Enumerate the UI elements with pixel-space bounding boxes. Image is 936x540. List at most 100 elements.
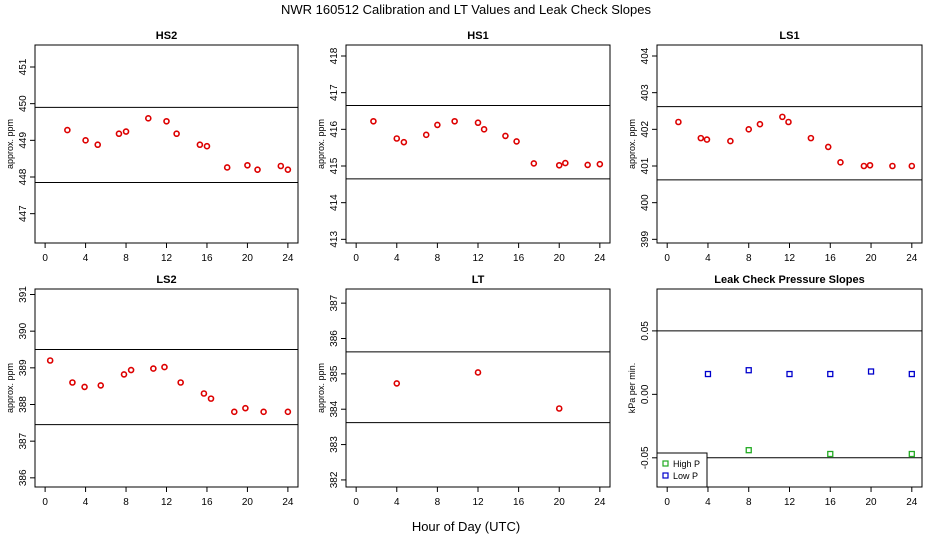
data-point-low-p <box>827 370 834 378</box>
x-tick-label: 24 <box>906 253 918 264</box>
data-point <box>144 115 152 122</box>
data-point <box>779 113 786 121</box>
chart-panel-lt: LT 0 4 8 12 16 20 24 382 383 384 385 386 387 approx. p… <box>316 274 611 508</box>
x-tick-label: 12 <box>472 497 484 508</box>
y-axis-label: approx. ppm <box>5 119 15 169</box>
y-axis-label: approx. ppm <box>316 363 326 413</box>
plot-frame <box>34 44 299 244</box>
data-point <box>284 166 292 173</box>
data-point-high-p <box>908 450 915 458</box>
data-point <box>697 134 705 142</box>
data-point <box>161 363 168 371</box>
data-point <box>474 369 482 376</box>
y-tick-label: 383 <box>329 436 340 453</box>
chart-panel-hs2: HS2 0 4 8 12 16 20 24 447 448 449 450 451 approx. ppm <box>5 30 299 264</box>
legend-marker <box>662 472 669 479</box>
y-tick-label: 402 <box>640 121 651 138</box>
x-tick-label: 4 <box>394 497 400 508</box>
x-tick-label: 12 <box>161 497 173 508</box>
x-tick-label: 8 <box>123 253 129 264</box>
y-tick-label: 400 <box>640 194 651 211</box>
data-point <box>889 162 896 170</box>
data-point <box>370 117 377 125</box>
data-point <box>64 126 71 134</box>
chart-panel-leak: Leak Check Pressure Slopes 0 4 8 12 16 20 24 -0.… <box>627 274 923 508</box>
data-point <box>756 120 764 128</box>
data-point <box>122 128 130 135</box>
y-tick-label: 415 <box>329 157 340 174</box>
y-tick-label: 404 <box>640 47 651 64</box>
data-point-low-p <box>786 370 793 378</box>
data-point <box>200 390 208 397</box>
chart-title: Leak Check Pressure Slopes <box>714 274 864 286</box>
chart-panel-ls1: LS1 0 4 8 12 16 20 24 399 400 401 402 403 404 approx. … <box>627 30 923 264</box>
x-tick-label: 4 <box>83 497 89 508</box>
data-point-low-p <box>745 367 752 374</box>
data-point <box>177 379 184 386</box>
data-point <box>127 366 135 374</box>
data-point <box>824 143 832 151</box>
y-tick-label: 0.00 <box>640 384 651 404</box>
y-tick-label: 388 <box>18 396 29 413</box>
data-point <box>596 160 604 168</box>
x-tick-label: 4 <box>705 253 711 264</box>
data-point <box>422 131 430 139</box>
data-point <box>555 405 563 412</box>
x-tick-label: 0 <box>42 253 48 264</box>
data-point <box>860 162 868 170</box>
data-point <box>837 159 844 166</box>
x-tick-label: 4 <box>705 497 711 508</box>
y-tick-label: 403 <box>640 84 651 101</box>
legend-box <box>656 452 708 488</box>
y-tick-label: 0.05 <box>640 321 651 341</box>
data-point <box>163 117 170 125</box>
chart-panel-hs1: HS1 0 4 8 12 16 20 24 413 414 415 416 417 418 approx. … <box>316 30 611 264</box>
data-point <box>230 408 238 416</box>
data-point-low-p <box>908 370 915 378</box>
data-point <box>173 130 180 138</box>
x-tick-label: 20 <box>865 253 877 264</box>
figure-title: NWR 160512 Calibration and LT Values and… <box>281 2 651 17</box>
y-tick-label: 447 <box>18 205 29 222</box>
x-tick-label: 20 <box>554 253 566 264</box>
data-point <box>223 164 231 171</box>
figure-x-axis-label: Hour of Day (UTC) <box>412 519 520 534</box>
chart-title: LT <box>472 274 485 286</box>
y-tick-label: 386 <box>329 330 340 347</box>
legend-label: High P <box>673 459 700 469</box>
y-axis-label: approx. ppm <box>5 363 15 413</box>
data-point <box>400 138 408 146</box>
data-point <box>196 141 204 149</box>
y-tick-label: 399 <box>640 231 651 248</box>
x-tick-label: 16 <box>513 497 525 508</box>
x-tick-label: 24 <box>282 253 294 264</box>
legend-label: Low P <box>673 471 698 481</box>
x-tick-label: 12 <box>784 497 796 508</box>
data-point <box>115 130 123 138</box>
x-tick-label: 8 <box>746 497 752 508</box>
y-tick-label: 385 <box>329 365 340 382</box>
x-tick-label: 24 <box>906 497 918 508</box>
y-tick-label: 389 <box>18 359 29 376</box>
y-tick-label: 449 <box>18 132 29 149</box>
chart-title: LS1 <box>779 30 799 42</box>
x-tick-label: 0 <box>664 253 670 264</box>
y-tick-label: 391 <box>18 286 29 303</box>
x-tick-label: 4 <box>83 253 89 264</box>
x-tick-label: 16 <box>825 497 837 508</box>
chart-title: LS2 <box>156 274 176 286</box>
data-point <box>393 380 401 387</box>
y-tick-label: 390 <box>18 322 29 339</box>
data-point <box>555 161 563 169</box>
y-tick-label: 387 <box>18 432 29 449</box>
data-point <box>703 136 711 143</box>
data-point <box>530 160 538 167</box>
y-tick-label: 450 <box>18 95 29 112</box>
data-point <box>284 408 292 416</box>
x-tick-label: 24 <box>594 497 606 508</box>
data-point <box>277 162 285 170</box>
data-point <box>254 166 261 173</box>
x-tick-label: 24 <box>594 253 606 264</box>
